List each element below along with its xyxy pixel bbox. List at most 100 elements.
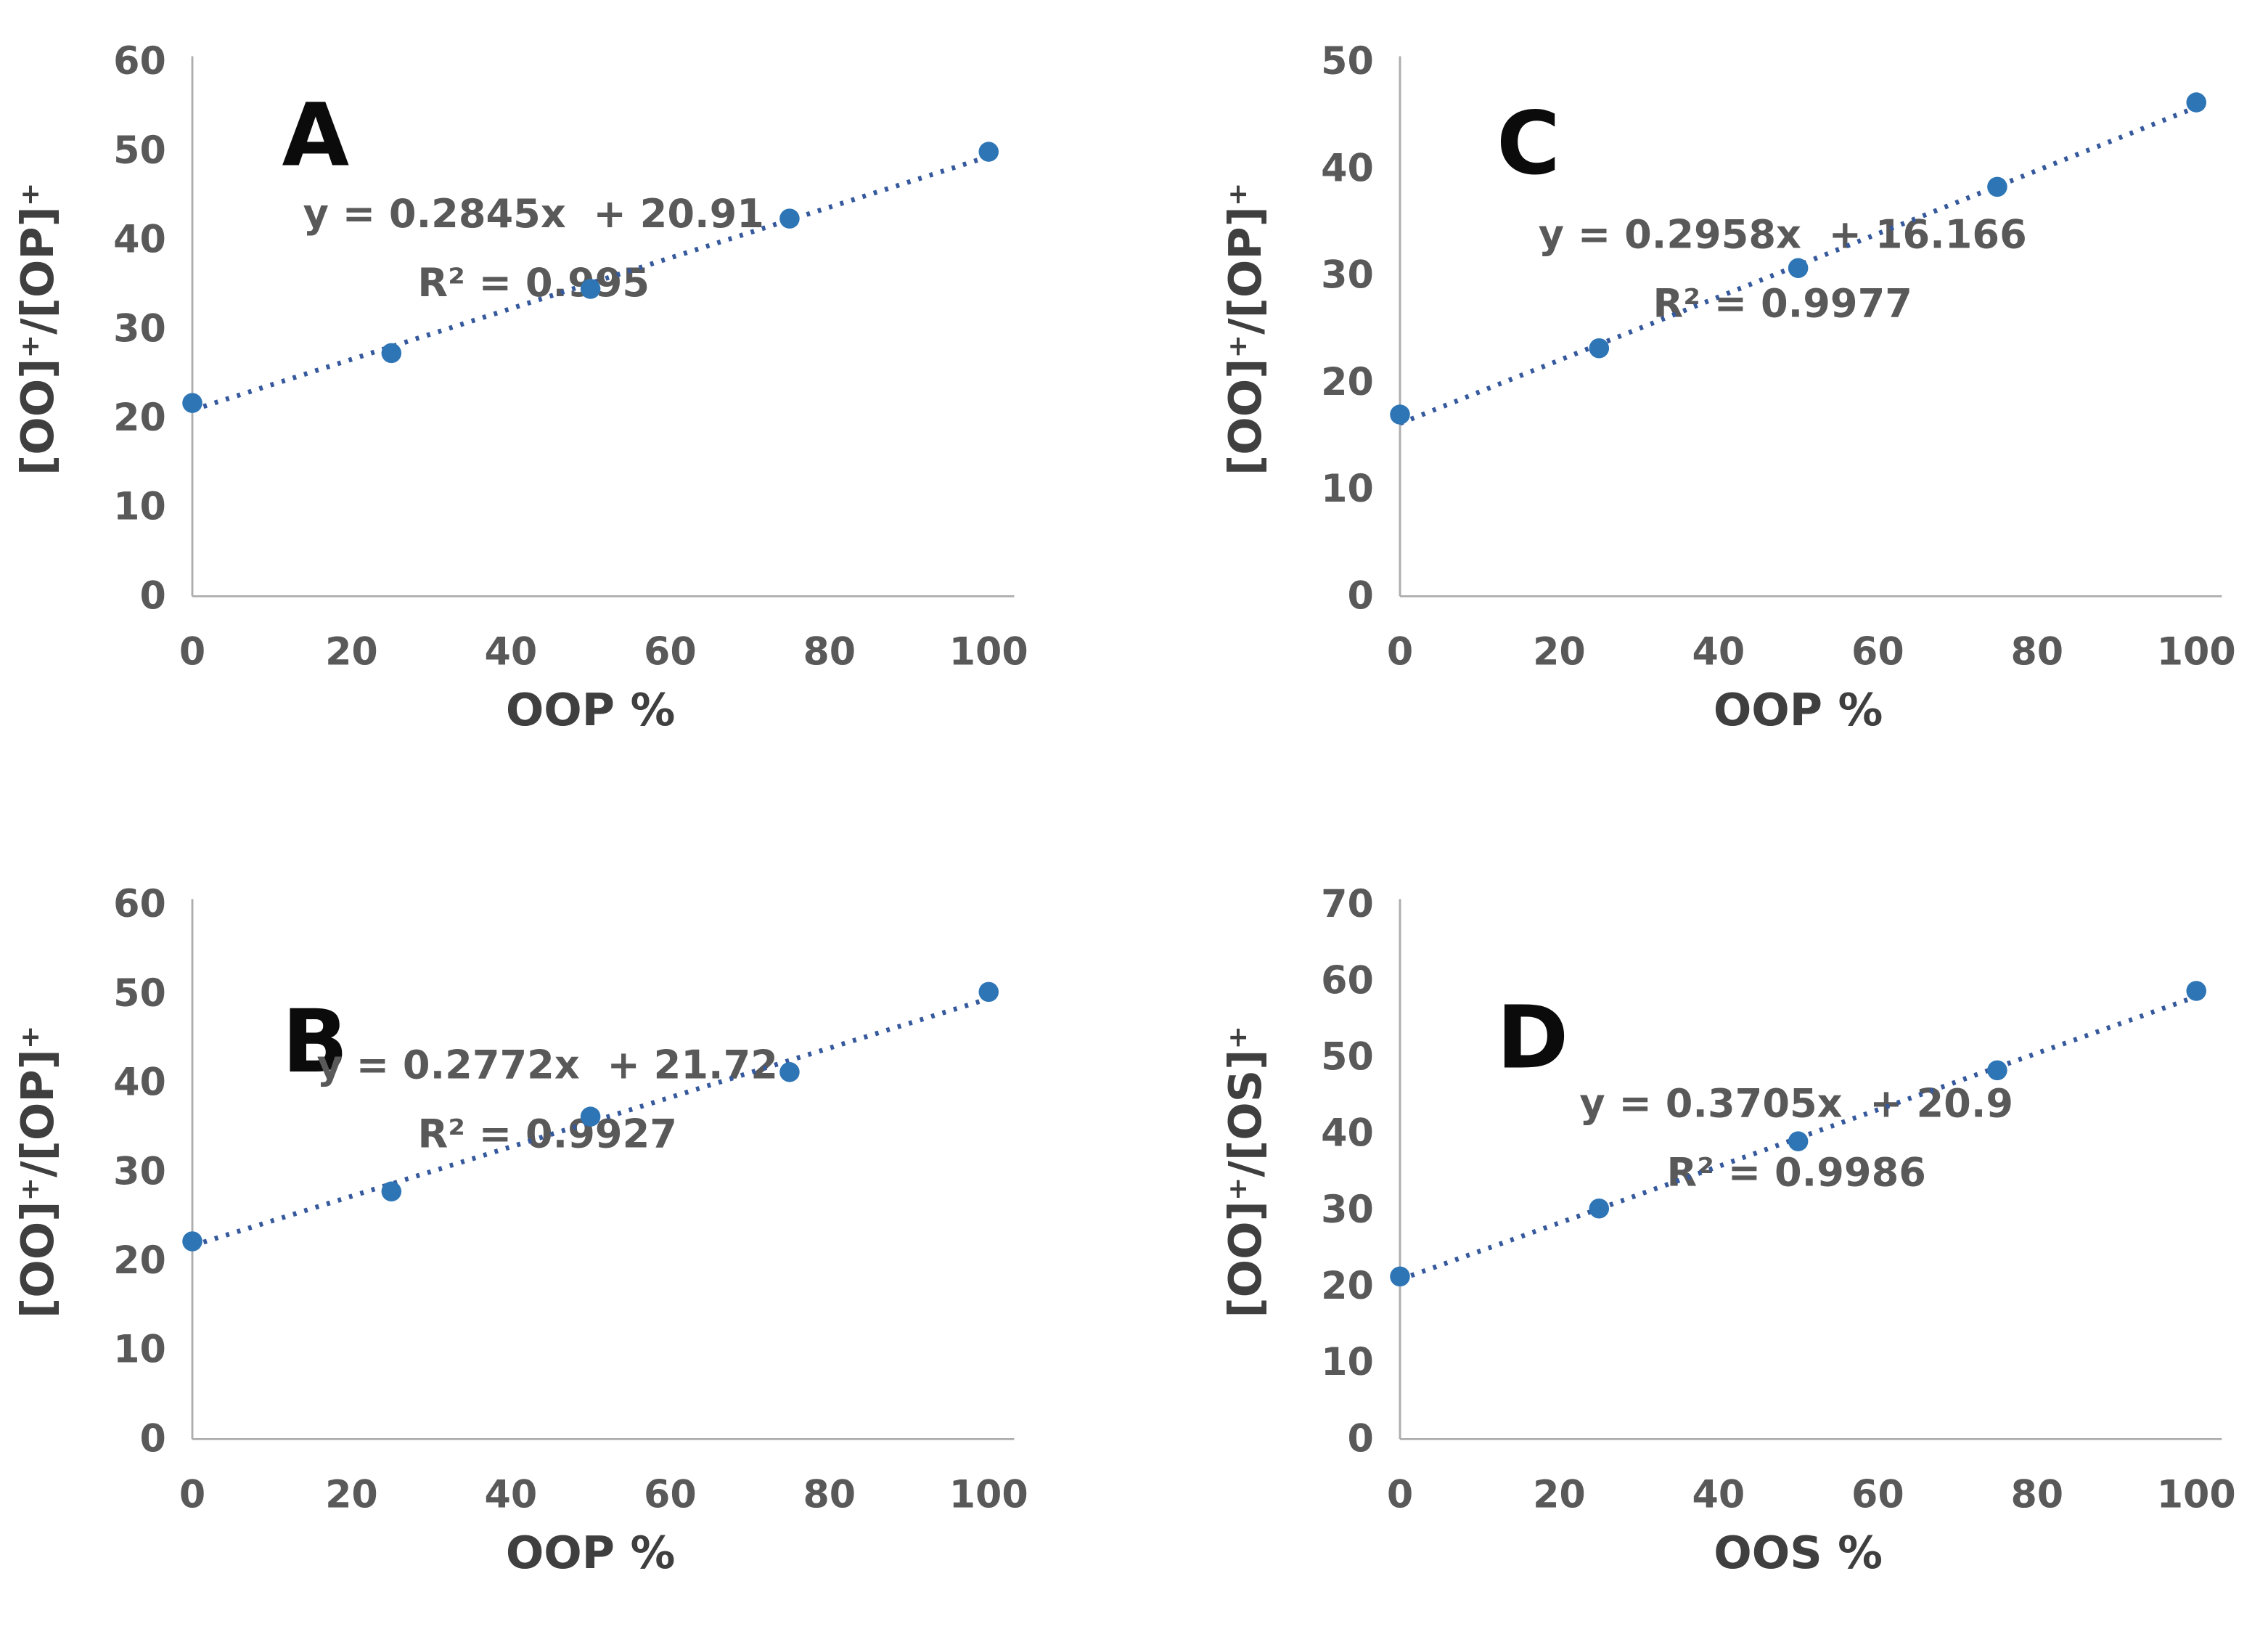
- data-point: [580, 279, 601, 299]
- y-tick-label: 40: [113, 1061, 166, 1105]
- x-tick-label: 40: [1692, 1473, 1745, 1516]
- trend-equation: y = 0.3705x + 20.9: [1579, 1081, 2013, 1127]
- y-tick-label: 0: [1348, 1417, 1374, 1461]
- x-tick-label: 20: [1533, 630, 1586, 674]
- y-tick-label: 60: [113, 40, 166, 83]
- y-tick-label: 10: [113, 1328, 166, 1372]
- y-axis-title: [OO]⁺/[OP]⁺: [1221, 183, 1272, 475]
- data-point: [182, 393, 202, 413]
- x-tick-label: 0: [179, 1473, 205, 1516]
- data-point: [182, 1231, 202, 1252]
- data-point: [1788, 258, 1809, 279]
- chart-B: 0 10 20 30 40 50 60 0 20 40 60 80 100 OOP % [OO]⁺/[OP]…: [12, 883, 1028, 1579]
- panel-B: 0 10 20 30 40 50 60 0 20 40 60 80 100 OOP % [OO]⁺/[OP]…: [0, 818, 1134, 1637]
- y-tick-label: 40: [113, 219, 166, 262]
- y-tick-label: 30: [1321, 1188, 1374, 1232]
- y-tick-label: 40: [1321, 147, 1374, 190]
- data-point: [978, 142, 999, 162]
- chart-C: 0 10 20 30 40 50 0 20 40 60 80 100 OOP % [OO]⁺/[OP]⁺ C…: [1219, 40, 2236, 736]
- data-point: [978, 981, 999, 1003]
- y-tick-label: 10: [1321, 1341, 1374, 1384]
- x-tick-label: 100: [949, 630, 1028, 674]
- y-tick-label: 0: [140, 1417, 166, 1461]
- y-tick-label: 50: [1321, 40, 1374, 83]
- panel-letter: A: [282, 86, 350, 187]
- y-tick-label: 60: [1321, 959, 1374, 1003]
- panel-A: 0 10 20 30 40 50 60 0 20 40 60 80 100 OOP % [OO]⁺/[OP]…: [0, 0, 1134, 818]
- y-tick-label: 20: [113, 396, 166, 440]
- x-tick-label: 60: [1851, 630, 1904, 674]
- panel-letter: B: [282, 992, 348, 1093]
- data-point: [779, 208, 800, 229]
- trendline: [192, 996, 990, 1249]
- panel-letter: D: [1497, 987, 1568, 1088]
- y-tick-label: 0: [140, 574, 166, 618]
- r-squared: R² = 0.9986: [1667, 1150, 1926, 1196]
- r-squared: R² = 0.9977: [1653, 281, 1912, 327]
- x-tick-label: 0: [179, 630, 205, 674]
- y-tick-label: 50: [1321, 1035, 1374, 1079]
- data-point: [779, 1062, 800, 1082]
- chart-D: 0 10 20 30 40 50 60 70 0 20 40 60 80 100 OOS % [OO]⁺/[O…: [1219, 883, 2236, 1579]
- x-tick-label: 80: [803, 1473, 856, 1516]
- data-point: [1390, 1266, 1410, 1287]
- y-tick-label: 0: [1348, 574, 1374, 618]
- x-tick-label: 60: [644, 1473, 697, 1516]
- x-axis-title: OOP %: [506, 684, 676, 736]
- y-tick-label: 70: [1321, 883, 1374, 926]
- data-point: [1987, 176, 2007, 197]
- data-point: [1589, 338, 1610, 359]
- x-axis-title: OOP %: [1714, 684, 1883, 736]
- x-axis-title: OOS %: [1714, 1527, 1883, 1579]
- x-tick-label: 20: [325, 1473, 378, 1516]
- panel-D: 0 10 20 30 40 50 60 70 0 20 40 60 80 100 OOS % [OO]⁺/[O…: [1134, 818, 2268, 1637]
- trend-equation: y = 0.2845x + 20.91: [303, 191, 764, 237]
- x-tick-label: 80: [2010, 630, 2063, 674]
- x-tick-label: 40: [485, 1473, 538, 1516]
- y-tick-label: 30: [113, 1150, 166, 1193]
- x-tick-label: 80: [803, 630, 856, 674]
- data-point: [1589, 1198, 1610, 1219]
- y-axis-title: [OO]⁺/[OS]⁺: [1221, 1026, 1272, 1318]
- data-point: [1788, 1131, 1809, 1151]
- x-tick-label: 100: [2157, 630, 2236, 674]
- panel-C: 0 10 20 30 40 50 0 20 40 60 80 100 OOP % [OO]⁺/[OP]⁺ C…: [1134, 0, 2268, 818]
- data-point: [1390, 404, 1410, 425]
- r-squared: R² = 0.9927: [418, 1111, 677, 1157]
- x-tick-label: 40: [1692, 630, 1745, 674]
- x-tick-label: 60: [644, 630, 697, 674]
- data-point: [580, 1106, 601, 1127]
- y-axis-title: [OO]⁺/[OP]⁺: [13, 1026, 64, 1318]
- r-squared: R² = 0.995: [417, 260, 650, 306]
- y-tick-label: 40: [1321, 1112, 1374, 1156]
- y-tick-label: 50: [113, 129, 166, 173]
- panel-letter: C: [1497, 94, 1560, 195]
- y-tick-label: 50: [113, 972, 166, 1016]
- x-tick-label: 20: [325, 630, 378, 674]
- y-tick-label: 60: [113, 883, 166, 926]
- y-axis-title: [OO]⁺/[OP]⁺: [13, 183, 64, 475]
- data-point: [2186, 981, 2207, 1001]
- data-point: [381, 343, 402, 364]
- trend-equation: y = 0.2772x + 21.72: [317, 1042, 778, 1088]
- trendline: [1399, 105, 2198, 426]
- x-tick-label: 100: [2157, 1473, 2236, 1516]
- x-tick-label: 20: [1533, 1473, 1586, 1516]
- chart-A: 0 10 20 30 40 50 60 0 20 40 60 80 100 OOP % [OO]⁺/[OP]…: [12, 40, 1028, 736]
- x-tick-label: 0: [1387, 630, 1413, 674]
- x-tick-label: 60: [1851, 1473, 1904, 1516]
- data-point: [381, 1181, 402, 1202]
- x-tick-label: 80: [2010, 1473, 2063, 1516]
- data-point: [1987, 1060, 2007, 1081]
- y-tick-label: 20: [113, 1239, 166, 1283]
- y-tick-label: 10: [1321, 468, 1374, 511]
- trend-equation: y = 0.2958x + 16.166: [1539, 212, 2027, 258]
- y-tick-label: 10: [113, 486, 166, 529]
- y-tick-label: 20: [1321, 1265, 1374, 1308]
- data-point: [2186, 92, 2207, 113]
- y-tick-label: 30: [1321, 254, 1374, 298]
- y-tick-label: 20: [1321, 361, 1374, 404]
- x-tick-label: 40: [485, 630, 538, 674]
- x-axis-title: OOP %: [506, 1527, 676, 1579]
